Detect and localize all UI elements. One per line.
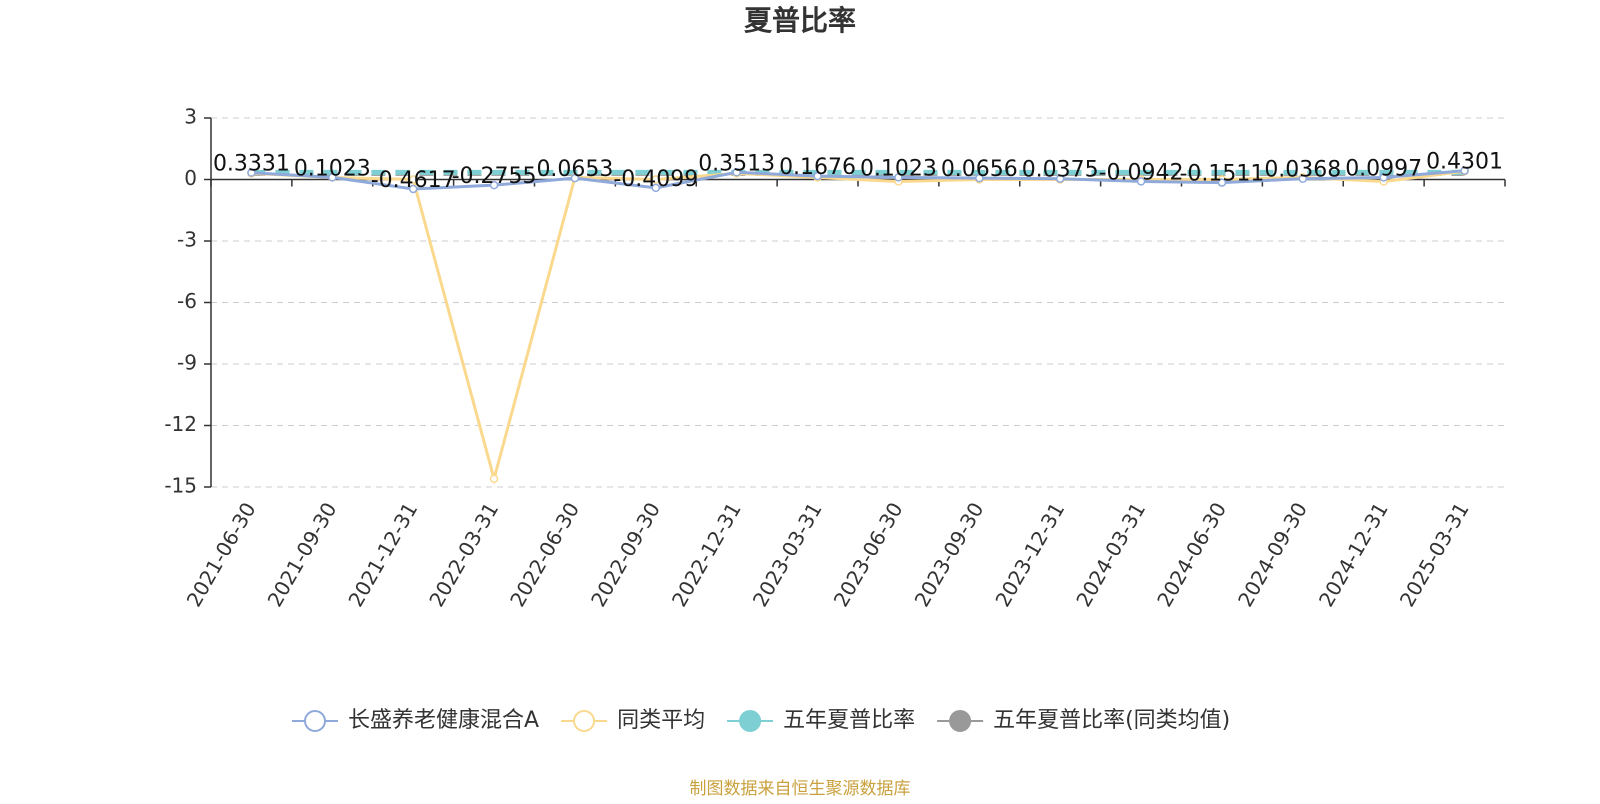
point bbox=[570, 173, 580, 183]
y-tick-label: -15 bbox=[164, 474, 197, 498]
x-tick-label: 2025-03-31 bbox=[1395, 498, 1474, 611]
legend-item[interactable]: 五年夏普比率(同类均值) bbox=[937, 708, 1230, 733]
legend-symbol bbox=[949, 710, 972, 732]
data-label: 0.1676 bbox=[779, 155, 856, 180]
y-tick-label: -12 bbox=[164, 412, 197, 436]
point bbox=[1379, 173, 1388, 182]
point bbox=[1217, 178, 1227, 187]
data-label: 0.1023 bbox=[294, 156, 371, 181]
point bbox=[489, 180, 499, 190]
legend-symbol bbox=[304, 710, 326, 732]
data-label: 0.0368 bbox=[1264, 158, 1341, 183]
y-tick-label: -3 bbox=[177, 228, 197, 252]
x-tick-label: 2022-09-30 bbox=[586, 498, 665, 611]
y-tick-label: -9 bbox=[177, 351, 197, 375]
x-tick-label: 2022-06-30 bbox=[505, 498, 584, 611]
x-tick-label: 2022-12-31 bbox=[667, 498, 746, 611]
data-label: -0.0942 bbox=[1099, 160, 1184, 185]
legend-item[interactable]: 长盛养老健康混合A bbox=[292, 708, 539, 733]
data-label: 0.3331 bbox=[213, 152, 290, 177]
x-tick-label: 2024-09-30 bbox=[1233, 498, 1312, 611]
point bbox=[489, 474, 499, 484]
legend-item[interactable]: 同类平均 bbox=[561, 708, 705, 733]
data-label: 0.0997 bbox=[1345, 156, 1422, 181]
data-label: 0.0375 bbox=[1022, 158, 1099, 183]
y-tick-label: 3 bbox=[184, 105, 197, 129]
data-label: 0.4301 bbox=[1426, 150, 1503, 175]
legend-label: 长盛养老健康混合A bbox=[348, 708, 539, 733]
data-label: -0.1511 bbox=[1179, 162, 1264, 187]
point bbox=[408, 175, 418, 184]
point bbox=[1055, 174, 1065, 183]
series-line bbox=[251, 169, 1465, 485]
point bbox=[894, 173, 903, 182]
point bbox=[1298, 174, 1308, 183]
point bbox=[1136, 177, 1146, 186]
point bbox=[813, 171, 822, 181]
legend-item[interactable]: 五年夏普比率 bbox=[727, 708, 915, 733]
x-tick-label: 2024-03-31 bbox=[1071, 498, 1150, 611]
legend-label: 五年夏普比率(同类均值) bbox=[993, 708, 1230, 733]
y-tick-label: 0 bbox=[184, 166, 197, 190]
point bbox=[328, 173, 337, 182]
x-tick-label: 2024-12-31 bbox=[1314, 498, 1393, 611]
data-label: -0.4617 bbox=[371, 168, 456, 193]
point bbox=[975, 173, 984, 183]
legend-label: 同类平均 bbox=[617, 708, 705, 733]
chart-title: 夏普比率 bbox=[744, 4, 856, 37]
source-note: 制图数据来自恒生聚源数据库 bbox=[690, 779, 911, 799]
x-tick-label: 2022-03-31 bbox=[424, 498, 503, 611]
x-tick-label: 2021-06-30 bbox=[182, 498, 261, 611]
point bbox=[651, 183, 661, 193]
point bbox=[247, 168, 256, 177]
legend-symbol bbox=[573, 710, 596, 732]
data-label: 0.3513 bbox=[698, 151, 775, 176]
data-label: 0.0653 bbox=[536, 157, 613, 182]
point bbox=[1460, 166, 1469, 175]
y-tick-label: -6 bbox=[177, 289, 197, 313]
x-tick-label: 2023-03-31 bbox=[748, 498, 827, 611]
x-tick-label: 2023-06-30 bbox=[829, 498, 908, 611]
legend: 长盛养老健康混合A 同类平均 五年夏普比率 五年夏普比率(同类均值) bbox=[292, 708, 1230, 733]
x-tick-label: 2023-09-30 bbox=[910, 498, 989, 611]
legend-symbol bbox=[739, 710, 762, 732]
point bbox=[732, 168, 741, 177]
series-line bbox=[251, 169, 1465, 191]
legend-label: 五年夏普比率 bbox=[783, 708, 915, 733]
point bbox=[408, 184, 418, 194]
x-tick-label: 2021-12-31 bbox=[343, 498, 422, 611]
point bbox=[651, 175, 661, 184]
data-label: 0.0656 bbox=[941, 157, 1018, 182]
x-tick-label: 2021-09-30 bbox=[263, 498, 342, 611]
x-tick-label: 2023-12-31 bbox=[990, 498, 1069, 611]
data-label: -0.4099 bbox=[613, 167, 698, 192]
data-label: 0.1023 bbox=[860, 156, 937, 181]
data-label: -0.2755 bbox=[452, 164, 537, 189]
x-tick-label: 2024-06-30 bbox=[1152, 498, 1231, 611]
